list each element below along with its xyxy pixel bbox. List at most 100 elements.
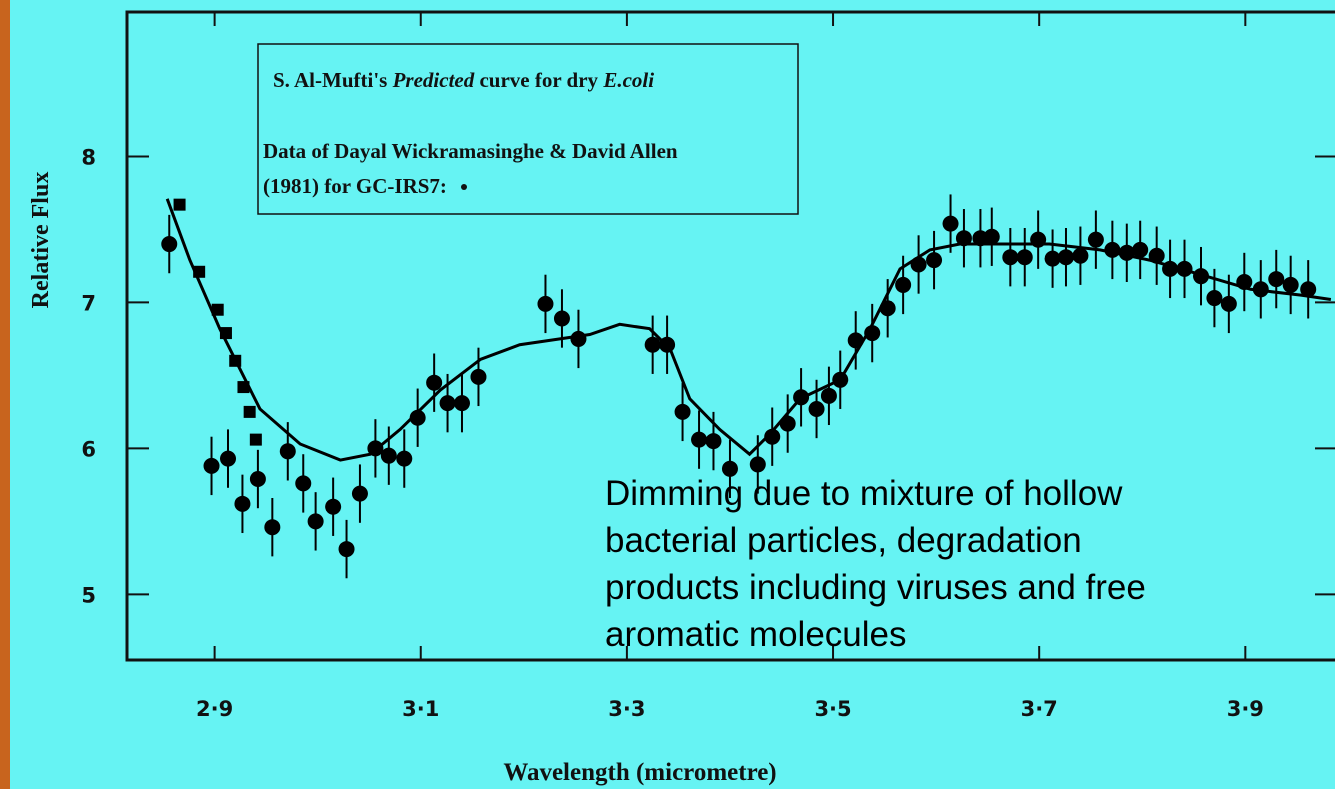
data-point [1148, 247, 1165, 264]
data-point [864, 325, 881, 342]
plot-frame [125, 10, 1335, 662]
data-point [237, 381, 250, 394]
data-point [955, 230, 972, 247]
data-point [367, 440, 384, 457]
data-point [439, 395, 456, 412]
x-tick-label: 3·7 [1021, 697, 1058, 721]
legend-data: Data of Dayal Wickramasinghe & David All… [263, 139, 678, 163]
data-point [1104, 241, 1121, 258]
data-point [674, 403, 691, 420]
y-tick-label: 8 [81, 145, 96, 169]
data-point [793, 389, 810, 406]
data-point [1252, 281, 1269, 298]
data-point [409, 409, 426, 426]
data-point [211, 303, 224, 316]
left-border [0, 0, 10, 789]
data-point [1087, 231, 1104, 248]
data-point [203, 457, 220, 474]
annotation: aromatic molecules [605, 615, 907, 654]
annotation: bacterial particles, degradation [605, 521, 1082, 560]
legend-text: curve for dry [474, 68, 603, 92]
data-point [396, 450, 413, 467]
data-point [219, 327, 232, 340]
legend-text: E.coli [602, 68, 654, 92]
data-point [1118, 244, 1135, 261]
data-point [161, 236, 178, 253]
data-point [1057, 249, 1074, 266]
legend: S. Al-Mufti's Predicted curve for dry E.… [257, 43, 799, 215]
data-point [1282, 276, 1299, 293]
data-point [1044, 250, 1061, 267]
data-point [910, 256, 927, 273]
data-point [1268, 271, 1285, 288]
data-point [847, 332, 864, 349]
x-axis-label: Wavelength (micrometre) [503, 759, 776, 786]
x-tick-label: 3·3 [608, 697, 645, 721]
data-point [470, 368, 487, 385]
annotation: products including viruses and free [605, 568, 1146, 607]
data-point [264, 519, 281, 536]
data-point [229, 354, 242, 367]
y-tick-label: 6 [81, 437, 96, 461]
data-point [295, 475, 312, 492]
data-point [220, 450, 237, 467]
data-point [1132, 241, 1149, 258]
data-point [570, 330, 587, 347]
annotation: Dimming due to mixture of hollow [605, 474, 1123, 513]
data-point [338, 541, 355, 558]
data-point [942, 215, 959, 232]
data-point [234, 495, 251, 512]
data-point [426, 374, 443, 391]
legend-text: S. Al-Mufti's [273, 68, 393, 92]
legend-box [257, 43, 799, 215]
data-point [249, 471, 266, 488]
legend-data: (1981) for GC-IRS7: [263, 174, 447, 198]
x-tick-label: 3·9 [1227, 697, 1264, 721]
legend-text: Predicted [392, 68, 475, 92]
data-point [820, 387, 837, 404]
data-point [764, 428, 781, 445]
x-tick-label: 2·9 [196, 697, 233, 721]
data-point [380, 447, 397, 464]
x-tick-label: 3·1 [402, 697, 439, 721]
data-point [1300, 281, 1317, 298]
data-point [879, 300, 896, 317]
data-point [644, 336, 661, 353]
data-point [1176, 260, 1193, 277]
legend-marker [461, 184, 467, 190]
data-point [243, 405, 256, 418]
data-point [249, 433, 262, 446]
data-point [1030, 231, 1047, 248]
data-point [895, 276, 912, 293]
data-point [1206, 290, 1223, 307]
data-point [1162, 260, 1179, 277]
data-point [832, 371, 849, 388]
fit-curve [165, 198, 1332, 462]
data-point [173, 198, 186, 211]
data-point [1220, 295, 1237, 312]
data-point [1193, 268, 1210, 285]
data-point [537, 295, 554, 312]
data-point [279, 443, 296, 460]
data-point [779, 415, 796, 432]
data-point [1236, 274, 1253, 290]
legend-curve: S. Al-Mufti's Predicted curve for dry E.… [273, 68, 654, 92]
data-point [983, 228, 1000, 245]
data-point [193, 265, 206, 278]
data-point [659, 336, 676, 353]
data-point [926, 252, 943, 269]
x-tick-label: 3·5 [814, 697, 851, 721]
data-point [808, 400, 825, 417]
data-point [1002, 249, 1019, 266]
data-point [307, 513, 324, 530]
data-point [1072, 247, 1089, 264]
y-tick-label: 7 [81, 291, 96, 315]
data-point [749, 456, 766, 473]
data-point [325, 498, 342, 515]
data-point [1016, 249, 1033, 266]
data-point [691, 431, 708, 448]
data-point [721, 460, 738, 477]
y-axis-label: Relative Flux [28, 172, 54, 309]
